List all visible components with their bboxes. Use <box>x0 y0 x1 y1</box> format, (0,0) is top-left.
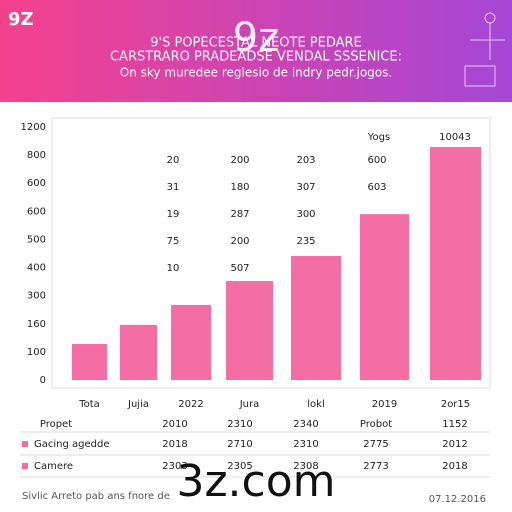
overlay-cell: 19 <box>167 209 180 220</box>
x-tick-label: 2022 <box>178 399 203 410</box>
bar <box>291 256 341 380</box>
overlay-cell: 31 <box>167 182 180 193</box>
watermark: 9z <box>233 15 279 61</box>
overlay-cell: 307 <box>296 182 315 193</box>
x-tick-label: 2019 <box>372 399 397 410</box>
y-tick-label: 100 <box>27 347 46 358</box>
table-cell: 2310 <box>227 419 252 430</box>
bar <box>72 344 107 380</box>
y-tick-label: 400 <box>27 263 46 274</box>
header-icon <box>464 12 505 87</box>
overlay-cell: 10 <box>167 263 180 274</box>
overlay-cell: 507 <box>230 263 249 274</box>
overlay-cell: 235 <box>296 236 315 247</box>
overlay-header: Yogs <box>367 132 390 143</box>
overlay-cell: 603 <box>367 182 386 193</box>
table-cell: 1152 <box>442 419 467 430</box>
overlay-cell: 200 <box>230 155 249 166</box>
table-cell: 2018 <box>162 439 187 450</box>
row-label: Camere <box>34 461 73 472</box>
y-tick-label: 800 <box>27 150 46 161</box>
y-tick-label: 600 <box>27 178 46 189</box>
table-cell: 2775 <box>363 439 388 450</box>
bar <box>171 304 211 380</box>
legend-swatch <box>22 441 28 447</box>
legend-swatch <box>22 463 28 469</box>
overlay-cell: 75 <box>167 236 180 247</box>
table-cell: 2303 <box>162 461 187 472</box>
overlay-cell: 203 <box>296 155 315 166</box>
table-cell: Probot <box>360 419 392 430</box>
overlay-cell: 300 <box>296 209 315 220</box>
table-cell: 2018 <box>442 461 467 472</box>
title-line: 9'S POPECESTAL NEOTE PEDARE <box>150 36 362 51</box>
header-bg <box>0 0 512 102</box>
row-label: Propet <box>40 419 72 430</box>
overlay-cell: 20 <box>167 155 180 166</box>
y-tick-label: 600 <box>27 206 46 217</box>
title-line: CARSTRARO PRADEADSE VENDAL SSSENICE: <box>110 50 402 65</box>
y-tick-label: 1200 <box>21 122 46 133</box>
bar <box>120 324 157 380</box>
footer-note: Sivlic Arreto pab ans fnore de <box>22 491 170 502</box>
table-cell: 2305 <box>227 461 252 472</box>
overlay-cell: 200 <box>230 236 249 247</box>
y-tick-label: 500 <box>27 234 46 245</box>
table-cell: 2710 <box>227 439 252 450</box>
x-tick-label: Tota <box>78 399 100 410</box>
y-tick-label: 0 <box>40 375 46 386</box>
footer-date: 07.12.2016 <box>429 494 486 505</box>
watermark: 3z.com <box>176 456 335 507</box>
bar <box>360 214 409 380</box>
row-label: Gacing agedde <box>34 439 110 450</box>
overlay-header: 10043 <box>439 132 471 143</box>
overlay-cell: 287 <box>230 209 249 220</box>
table-cell: 2773 <box>363 461 388 472</box>
plot-frame <box>51 117 491 389</box>
subtitle: On sky muredee reglesio de indry pedr.jo… <box>120 66 392 80</box>
table-cell: 2010 <box>162 419 187 430</box>
table-cell: 2012 <box>442 439 467 450</box>
table-cell: 2340 <box>293 419 318 430</box>
table-cell: 2310 <box>293 439 318 450</box>
bar <box>226 281 273 380</box>
bar <box>430 146 481 380</box>
x-tick-label: 2or15 <box>441 399 470 410</box>
table-cell: 2308 <box>293 461 318 472</box>
overlay-cell: 180 <box>230 182 249 193</box>
overlay-cell: 600 <box>367 155 386 166</box>
logo: 9Z <box>8 9 34 30</box>
y-tick-label: 300 <box>27 291 46 302</box>
x-tick-label: Jujia <box>127 399 149 410</box>
y-tick-label: 160 <box>27 319 46 330</box>
x-tick-label: Jura <box>239 399 260 410</box>
x-tick-label: lokl <box>307 399 324 410</box>
